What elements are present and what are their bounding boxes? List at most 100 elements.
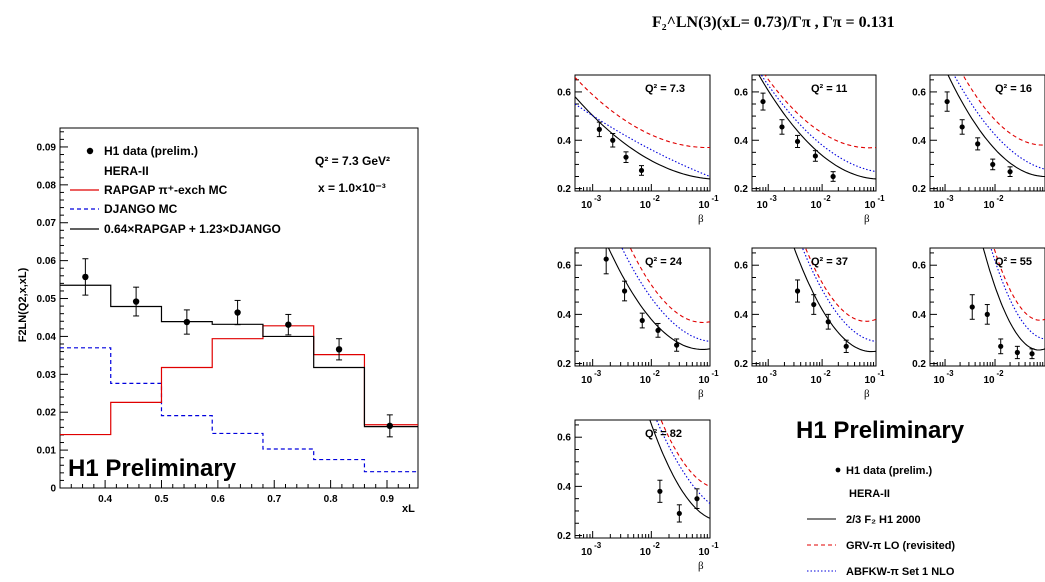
grv-curve <box>804 248 876 322</box>
grv-curve <box>764 75 876 149</box>
y-tick-label: 0 <box>50 484 56 495</box>
curves <box>758 75 876 182</box>
f2-curve <box>575 96 710 180</box>
curves <box>793 248 876 353</box>
y-tick-label: 0.4 <box>912 310 926 321</box>
y-tick-label: 0.2 <box>557 359 571 370</box>
x-tick-label: 0.9 <box>380 494 394 505</box>
legend-label: HERA-II <box>104 164 149 178</box>
f2-curve <box>793 248 876 353</box>
y-tick-label: 0.6 <box>557 87 571 98</box>
x-tick-label: 0.8 <box>324 494 338 505</box>
x-tick-label: 10 <box>864 200 876 211</box>
data-point <box>1029 351 1035 357</box>
y-tick-label: 0.08 <box>37 180 57 191</box>
y-tick-label: 0.02 <box>37 408 57 419</box>
y-tick-label: 0.04 <box>37 332 57 343</box>
x-tick-label: 10 <box>757 375 769 386</box>
data-point <box>694 496 700 502</box>
y-tick-label: 0.4 <box>734 310 748 321</box>
legend-label: GRV-π LO (revisited) <box>846 540 955 552</box>
y-tick-label: 0.2 <box>912 359 926 370</box>
grv-curve <box>629 248 710 324</box>
data-point <box>655 327 661 333</box>
y-tick-label: 0.2 <box>734 184 748 195</box>
curves <box>969 248 1045 360</box>
f2-curve <box>982 248 1045 351</box>
y-tick-label: 0.05 <box>37 294 57 305</box>
annotation-q2: Q² = 7.3 GeV² <box>315 154 390 168</box>
data-point <box>639 317 645 324</box>
abfkw-curve <box>621 248 710 342</box>
y-tick-label: 0.2 <box>557 184 571 195</box>
x-tick-label: 10 <box>581 547 593 558</box>
x-tick-exponent: -1 <box>711 369 719 378</box>
x-tick-label: 10 <box>933 375 945 386</box>
x-tick-label: 10 <box>640 375 652 386</box>
data-point <box>812 153 818 159</box>
annotation-x: x = 1.0×10⁻³ <box>318 181 386 195</box>
panel-label: Q² = 37 <box>811 256 848 268</box>
data-point <box>621 288 628 294</box>
x-tick-label: 10 <box>811 200 823 211</box>
x-tick-exponent: -2 <box>996 194 1004 203</box>
x-tick-label: 10 <box>983 375 995 386</box>
data-point <box>610 137 616 143</box>
data-point <box>234 309 241 316</box>
data-point <box>998 343 1004 349</box>
x-tick-exponent: -2 <box>996 369 1004 378</box>
data-point <box>623 154 629 160</box>
data-point <box>1014 349 1020 356</box>
abfkw-curve <box>990 248 1045 340</box>
y-tick-label: 0.07 <box>37 218 57 229</box>
abfkw-curve <box>953 75 1045 170</box>
x-tick-label: 0.5 <box>155 494 169 505</box>
x-tick-label: 10 <box>864 375 876 386</box>
legend-label: HERA-II <box>849 488 890 500</box>
panel-label: Q² = 24 <box>645 256 683 268</box>
legend-label: 2/3 F₂ H1 2000 <box>846 514 921 526</box>
y-tick-label: 0.03 <box>37 370 57 381</box>
x-tick-label: 0.6 <box>211 494 225 505</box>
x-tick-exponent: -1 <box>711 194 719 203</box>
small-panel-6: 0.20.40.610-310-2Q² = 55 <box>912 247 1045 386</box>
data-point <box>760 98 766 105</box>
y-tick-label: 0.2 <box>912 184 926 195</box>
data-point <box>779 124 785 130</box>
data-point <box>638 167 645 174</box>
legend-label: ABFKW-π Set 1 NLO <box>846 566 955 578</box>
panel-label: Q² = 82 <box>645 428 682 440</box>
legend-label: H1 data (prelim.) <box>104 144 198 158</box>
y-tick-label: 0.6 <box>734 87 748 98</box>
data-point <box>794 138 801 145</box>
data-point <box>132 298 140 305</box>
right-preliminary-label: H1 Preliminary <box>796 417 965 444</box>
legend-label: RAPGAP π⁺-exch MC <box>104 183 228 197</box>
y-tick-label: 0.4 <box>557 136 571 147</box>
data-point <box>959 124 965 130</box>
f2-curve <box>758 75 876 180</box>
x-tick-exponent: -3 <box>946 194 954 203</box>
data-point <box>82 273 89 281</box>
y-tick-label: 0.4 <box>557 310 571 321</box>
rapgap-histogram <box>60 325 418 436</box>
x-tick-label: 0.7 <box>267 494 281 505</box>
data-point <box>843 343 849 349</box>
beta-axis-label: β <box>698 560 704 572</box>
x-tick-label: 10 <box>983 200 995 211</box>
data-point <box>386 422 394 430</box>
y-tick-label: 0.4 <box>734 136 748 147</box>
beta-axis-label: β <box>698 213 704 225</box>
data-point <box>811 301 817 308</box>
data-point <box>335 346 343 353</box>
grv-curve <box>660 420 710 487</box>
y-tick-label: 0.6 <box>912 261 926 272</box>
abfkw-curve <box>801 248 876 342</box>
x-tick-exponent: -2 <box>653 541 661 550</box>
f2-curve <box>947 75 1045 178</box>
x-tick-label: 10 <box>933 200 945 211</box>
